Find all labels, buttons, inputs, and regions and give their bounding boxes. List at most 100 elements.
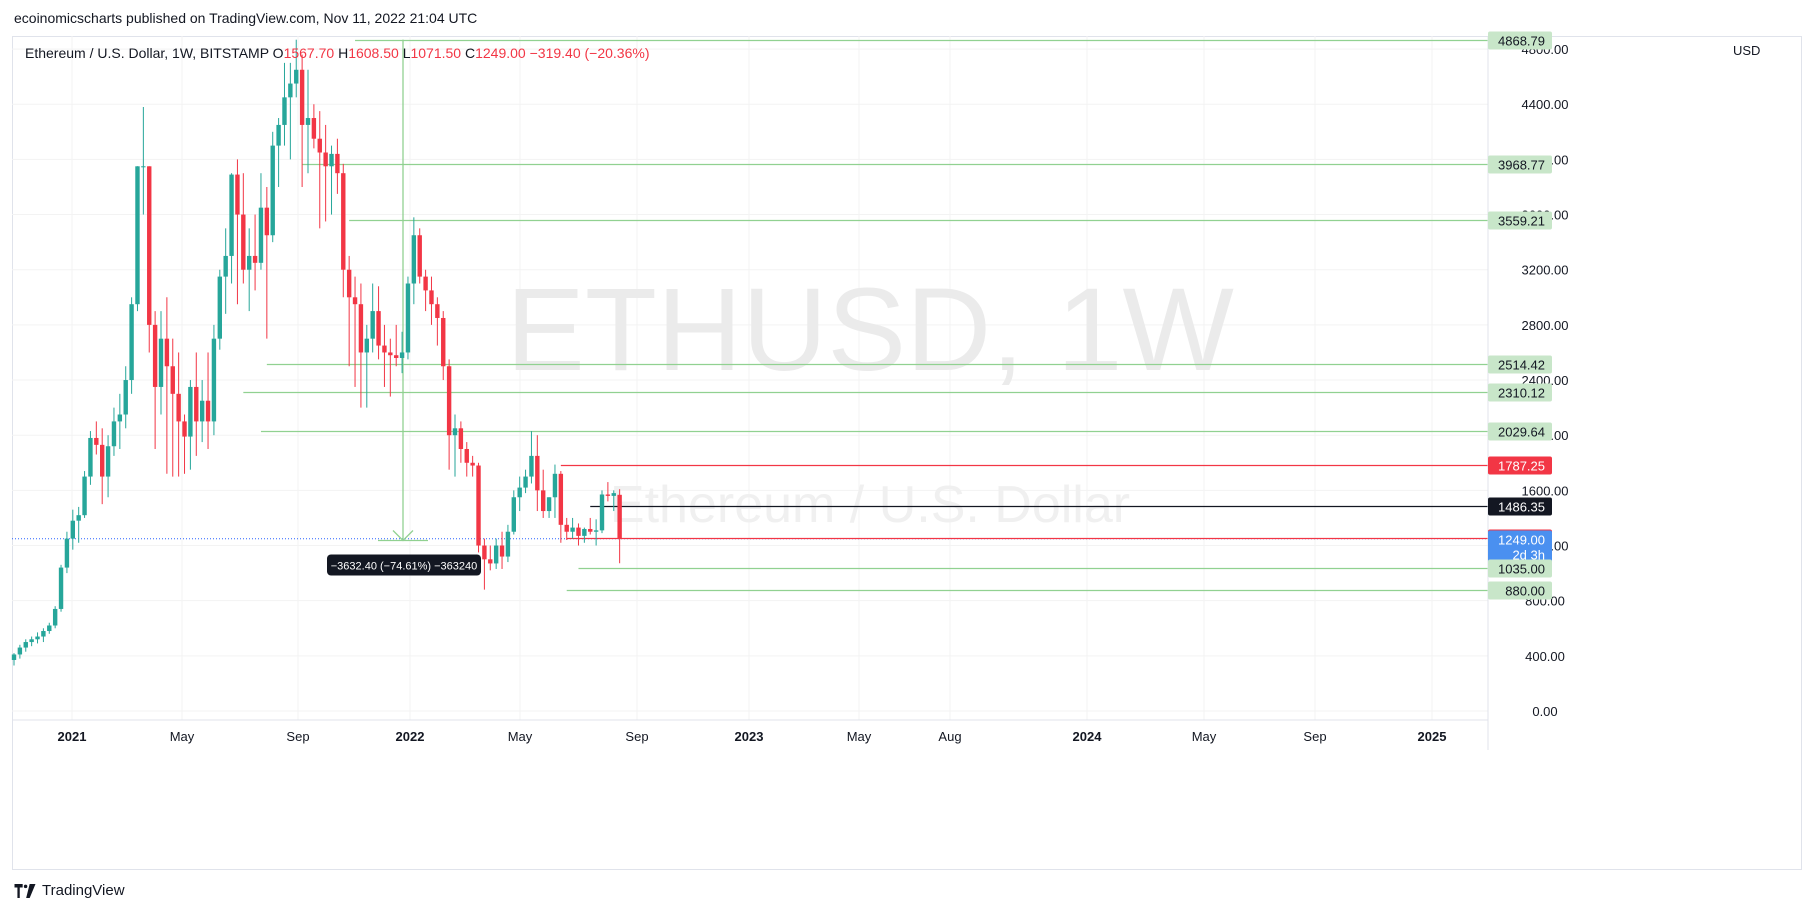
y-tick-label: 5200.00	[1522, 0, 1569, 2]
axis-currency[interactable]: USD	[1733, 43, 1761, 58]
x-tick-label: May	[170, 729, 195, 744]
candle-body	[570, 527, 575, 532]
candle-body	[247, 255, 252, 270]
candle	[346, 255, 352, 367]
y-tick-label: 2800.00	[1522, 318, 1569, 333]
x-tick-label: 2023	[735, 729, 764, 744]
candle-body	[323, 152, 328, 167]
footer: TradingView	[14, 882, 125, 899]
price-label: 3559.21	[1488, 211, 1552, 230]
candle-body	[464, 448, 469, 463]
price-label: 1787.25	[1488, 456, 1552, 475]
candle-body	[58, 567, 64, 609]
candle-body	[529, 455, 534, 477]
chart-frame[interactable]	[12, 36, 1802, 870]
candle-body	[188, 386, 193, 437]
candle	[405, 276, 411, 360]
candle	[464, 442, 469, 477]
high-label: H	[338, 45, 349, 61]
candle	[341, 163, 346, 298]
candle-body	[488, 559, 493, 564]
candle-body	[35, 636, 40, 640]
price-label: 1486.35	[1488, 497, 1552, 516]
candle-body	[123, 380, 128, 415]
candle	[352, 276, 358, 387]
y-tick-label: 3200.00	[1522, 263, 1569, 278]
candle-body	[82, 476, 87, 516]
candle	[564, 517, 569, 541]
price-label-text: 880.00	[1505, 584, 1545, 599]
symbol-name: Ethereum / U.S. Dollar, 1W, BITSTAMP	[25, 45, 269, 61]
candle-body	[176, 393, 181, 422]
x-tick-label: Sep	[625, 729, 648, 744]
candle-body	[182, 421, 187, 437]
x-tick-label: 2024	[1073, 729, 1103, 744]
candle-body	[194, 386, 199, 422]
candle-body	[270, 145, 275, 236]
candle-body	[499, 545, 505, 557]
candle	[499, 531, 505, 569]
candle	[170, 338, 175, 477]
price-label: 2514.42	[1488, 355, 1552, 374]
candle-body	[341, 173, 346, 270]
candle-body	[317, 138, 322, 153]
candle	[529, 431, 534, 484]
candle-body	[23, 642, 28, 648]
y-tick-label: 4400.00	[1522, 97, 1569, 112]
price-label: 2310.12	[1488, 383, 1552, 402]
price-label-text: 2514.42	[1498, 358, 1545, 373]
candle-body	[276, 124, 281, 146]
candle	[482, 538, 487, 590]
price-label-bg	[1488, 211, 1552, 230]
candle-body	[147, 166, 152, 325]
close-value: 1249.00	[475, 45, 526, 61]
candle-body	[141, 166, 146, 168]
candle	[552, 464, 558, 518]
candle-body	[376, 311, 381, 346]
candle-body	[294, 69, 299, 84]
candle	[576, 523, 581, 546]
candle-body	[211, 338, 217, 422]
price-label-text: 1249.00	[1498, 533, 1545, 548]
candle-body	[88, 437, 93, 477]
candle-body	[382, 345, 387, 353]
footer-brand: TradingView	[42, 882, 125, 899]
candle	[182, 414, 187, 474]
candle	[88, 431, 93, 485]
candle-body	[100, 444, 105, 477]
candle	[311, 104, 317, 149]
candle-body	[111, 421, 117, 447]
candle	[441, 311, 446, 381]
candle-body	[582, 528, 587, 536]
candle-body	[158, 338, 164, 387]
candle	[617, 489, 622, 564]
candle	[29, 636, 34, 647]
candle-body	[117, 414, 123, 422]
x-tick-label: Aug	[938, 729, 961, 744]
candle	[582, 527, 587, 543]
candle	[35, 632, 40, 644]
candle-body	[17, 647, 23, 655]
candle	[82, 471, 87, 518]
price-label-bg	[1488, 530, 1552, 565]
candle-body	[523, 476, 528, 488]
candle-body	[511, 497, 516, 532]
measure-label-bg	[327, 554, 481, 576]
price-label-bg	[1488, 497, 1552, 516]
grid	[12, 36, 1488, 720]
open-label: O	[272, 45, 284, 61]
candle-body	[394, 355, 399, 358]
price-label-bg	[1488, 383, 1552, 402]
candle	[488, 545, 493, 571]
price-label: 3968.77	[1488, 155, 1552, 174]
candle	[211, 324, 217, 436]
candle-body	[476, 465, 481, 546]
candle	[94, 421, 99, 455]
price-label-text: 3968.77	[1498, 158, 1545, 173]
candle-body	[605, 494, 611, 496]
candle-body	[235, 174, 240, 215]
publisher-caption: ecoinomicscharts published on TradingVie…	[14, 10, 478, 26]
candle-body	[388, 352, 393, 356]
